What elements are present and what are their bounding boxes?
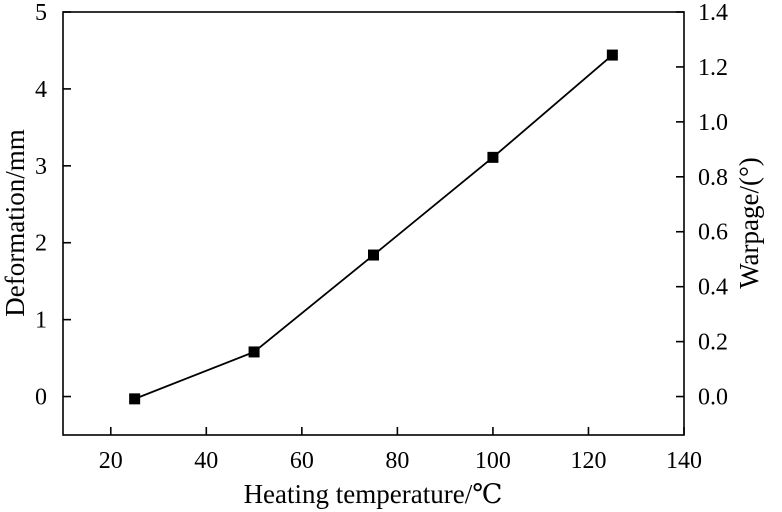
x-tick-label: 80 <box>385 448 409 474</box>
data-point-marker <box>368 249 379 261</box>
data-point-marker <box>606 49 618 61</box>
right-y-tick-label: 1.2 <box>698 55 728 81</box>
right-y-tick-label: 0.8 <box>698 165 728 191</box>
right-y-axis-ticks: 0.0 0.2 0.4 0.6 0.8 1.0 1.2 1.4 <box>676 0 728 411</box>
right-y-tick-label: 1.0 <box>698 110 728 136</box>
left-y-axis-ticks: 0 1 2 3 4 5 <box>35 0 71 411</box>
left-y-tick-label: 5 <box>35 0 47 26</box>
right-y-axis-title: Warpage/(°) <box>734 157 764 289</box>
x-axis-title: Heating temperature/℃ <box>244 479 503 509</box>
left-y-tick-label: 4 <box>35 77 47 103</box>
left-y-tick-label: 1 <box>35 308 47 334</box>
x-tick-label: 100 <box>475 448 511 474</box>
series-layer <box>129 49 618 405</box>
right-y-tick-label: 0.6 <box>698 220 728 246</box>
x-tick-label: 60 <box>290 448 314 474</box>
right-y-tick-label: 0.4 <box>698 275 728 301</box>
x-tick-label: 140 <box>666 448 702 474</box>
x-axis-ticks: 20 40 60 80 100 120 140 <box>99 427 702 474</box>
x-tick-label: 20 <box>99 448 123 474</box>
left-y-tick-label: 3 <box>35 154 47 180</box>
data-point-marker <box>248 346 260 358</box>
right-y-tick-label: 0.0 <box>698 385 728 411</box>
left-y-tick-label: 2 <box>35 231 47 257</box>
x-tick-label: 120 <box>570 448 606 474</box>
series-line <box>134 54 613 400</box>
data-point-marker <box>129 393 141 405</box>
right-y-tick-label: 0.2 <box>698 330 728 356</box>
left-y-tick-label: 0 <box>35 385 47 411</box>
data-point-marker <box>487 151 499 163</box>
x-tick-label: 40 <box>194 448 218 474</box>
right-y-tick-label: 1.4 <box>698 0 728 26</box>
plot-frame <box>62 11 685 436</box>
left-y-axis-title: Deformation/mm <box>0 129 30 316</box>
